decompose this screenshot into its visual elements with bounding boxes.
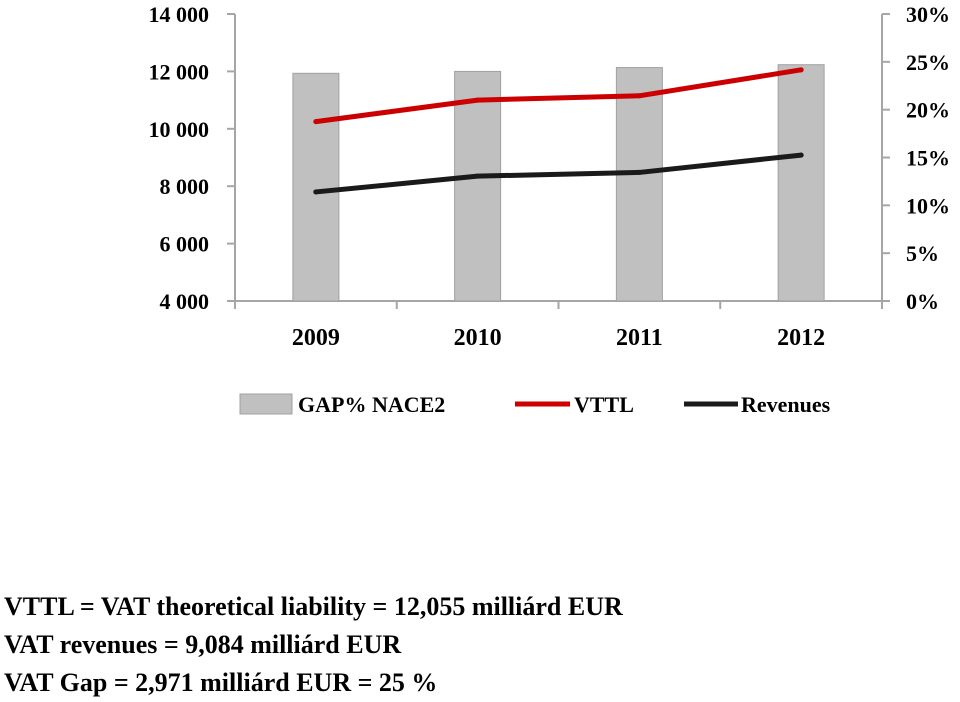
notes-block: VTTL = VAT theoretical liability = 12,05… bbox=[4, 588, 623, 702]
legend-label-revenues: Revenues bbox=[741, 392, 831, 417]
bar-2011 bbox=[615, 67, 663, 302]
left-tick-label: 4 000 bbox=[160, 289, 210, 314]
tick-labels: 4 000 6 000 8 000 10 000 12 000 14 000 0% 5% 10%… bbox=[149, 2, 951, 351]
category-label: 2011 bbox=[616, 325, 663, 351]
point-revenues bbox=[636, 169, 642, 175]
right-tick-label: 30% bbox=[906, 2, 950, 27]
bar-2010 bbox=[454, 70, 502, 302]
left-tick-label: 12 000 bbox=[149, 59, 210, 84]
legend-swatch-gap bbox=[239, 393, 293, 415]
right-tick-label: 15% bbox=[906, 146, 950, 171]
category-label: 2012 bbox=[777, 325, 825, 351]
point-revenues bbox=[798, 152, 804, 158]
point-vttl bbox=[475, 97, 481, 103]
point-revenues bbox=[313, 189, 319, 195]
legend-label-vttl: VTTL bbox=[574, 392, 634, 417]
note-vat-revenues: VAT revenues = 9,084 milliárd EUR bbox=[4, 630, 402, 659]
point-vttl bbox=[636, 93, 642, 99]
left-tick-label: 8 000 bbox=[160, 174, 210, 199]
line-series bbox=[313, 67, 804, 195]
right-tick-label: 0% bbox=[906, 289, 939, 314]
left-tick-label: 10 000 bbox=[149, 117, 210, 142]
left-tick-label: 6 000 bbox=[160, 232, 210, 257]
note-vttl: VTTL = VAT theoretical liability = 12,05… bbox=[4, 592, 623, 621]
line-revenues bbox=[313, 152, 804, 195]
line-vttl bbox=[313, 67, 804, 125]
legend-label-gap: GAP% NACE2 bbox=[298, 392, 445, 417]
point-vttl bbox=[798, 67, 804, 73]
right-tick-label: 20% bbox=[906, 98, 950, 123]
right-tick-label: 5% bbox=[906, 241, 939, 266]
point-vttl bbox=[313, 119, 319, 125]
right-tick-label: 25% bbox=[906, 50, 950, 75]
bar-2012 bbox=[777, 64, 825, 302]
chart-legend: GAP% NACE2 VTTL Revenues bbox=[239, 392, 831, 417]
category-label: 2010 bbox=[454, 325, 502, 351]
combo-chart: 4 000 6 000 8 000 10 000 12 000 14 000 0% 5% 10%… bbox=[149, 2, 951, 417]
chart-axes bbox=[227, 13, 890, 309]
bar-series-gap bbox=[292, 64, 825, 302]
bar-2009 bbox=[292, 72, 340, 302]
right-tick-label: 10% bbox=[906, 193, 950, 218]
category-label: 2009 bbox=[292, 325, 340, 351]
point-revenues bbox=[475, 173, 481, 179]
note-vat-gap: VAT Gap = 2,971 milliárd EUR = 25 % bbox=[4, 668, 438, 697]
left-tick-label: 14 000 bbox=[149, 2, 210, 27]
